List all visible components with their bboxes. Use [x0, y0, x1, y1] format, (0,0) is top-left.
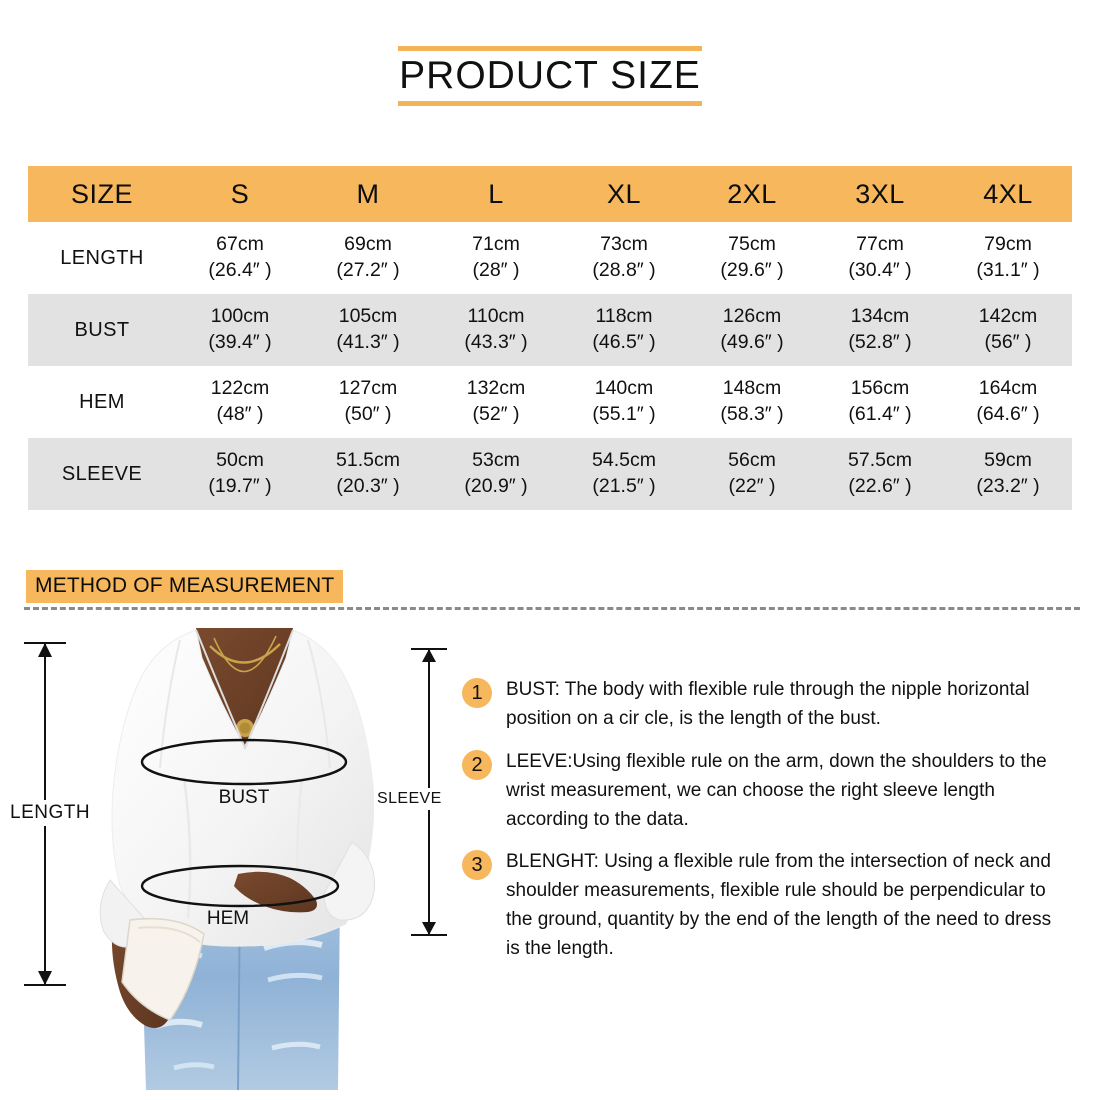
cell-hem-xl: 140cm (55.1″ )	[592, 377, 656, 425]
row-label-bust: BUST	[74, 318, 130, 341]
section-divider	[24, 607, 1080, 610]
cell-sleeve-xl: 54.5cm (21.5″ )	[592, 449, 656, 497]
instruction-number-badge-1: 1	[462, 678, 492, 708]
product-photo: BUST HEM	[88, 628, 398, 1090]
row-label-length: LENGTH	[60, 246, 144, 269]
cell-hem-2xl: 148cm (58.3″ )	[720, 377, 784, 425]
cell-sleeve-4xl: 59cm (23.2″ )	[976, 449, 1040, 497]
cell-hem-s: 122cm (48″ )	[210, 377, 270, 425]
cell-sleeve-s: 50cm (19.7″ )	[208, 449, 272, 497]
cell-sleeve-l: 53cm (20.9″ )	[464, 449, 528, 497]
cell-length-l: 71cm (28″ )	[472, 233, 520, 281]
column-header-s: S	[230, 178, 250, 209]
cell-bust-2xl: 126cm (49.6″ )	[720, 305, 784, 353]
arrow-up-icon	[38, 643, 52, 657]
title-rule-bottom	[398, 101, 702, 106]
table-header-row: SIZE S M L XL 2XL 3XL 4XL	[28, 166, 1072, 222]
cell-sleeve-2xl: 56cm (22″ )	[728, 449, 776, 497]
model-blouse-illustration: BUST HEM	[99, 628, 376, 1090]
row-label-hem: HEM	[79, 390, 125, 413]
cell-length-3xl: 77cm (30.4″ )	[848, 233, 912, 281]
cell-bust-s: 100cm (39.4″ )	[208, 305, 272, 353]
table-row-sleeve: SLEEVE 50cm (19.7″ ) 51.5cm (20.3″ ) 53cm(…	[28, 438, 1072, 510]
column-header-4xl: 4XL	[983, 178, 1033, 209]
instruction-text-3: BLENGHT: Using a flexible rule from the …	[506, 851, 1052, 959]
method-of-measurement-heading: METHOD OF MEASUREMENT	[26, 570, 344, 603]
cell-length-4xl: 79cm (31.1″ )	[976, 233, 1040, 281]
instruction-text-1: BUST: The body with flexible rule throug…	[506, 679, 1030, 729]
cell-bust-xl: 118cm (46.5″ )	[592, 305, 656, 353]
cell-sleeve-3xl: 57.5cm (22.6″ )	[848, 449, 912, 497]
cell-length-s: 67cm (26.4″ )	[208, 233, 272, 281]
column-header-2xl: 2XL	[727, 178, 777, 209]
instruction-item-3: 3 BLENGHT: Using a flexible rule from th…	[462, 848, 1068, 964]
instruction-number-badge-3: 3	[462, 850, 492, 881]
column-header-size: SIZE	[70, 178, 133, 209]
table-row-bust: BUST 100cm (39.4″ ) 105cm (41.3″ ) 110cm (4…	[28, 294, 1072, 366]
sleeve-cap-bottom	[411, 934, 447, 936]
arrow-down-icon	[422, 922, 436, 935]
instruction-text-2: LEEVE:Using flexible rule on the arm, do…	[506, 750, 1047, 830]
cell-hem-3xl: 156cm (61.4″ )	[848, 377, 912, 425]
arrow-down-icon	[38, 971, 52, 985]
column-header-l: L	[488, 178, 504, 209]
length-cap-bottom	[24, 984, 66, 986]
sleeve-diagram-label: SLEEVE	[374, 788, 445, 810]
instruction-item-2: 2 LEEVE:Using flexible rule on the arm, …	[462, 748, 1068, 835]
cell-bust-4xl: 142cm (56″ )	[978, 305, 1038, 353]
cell-hem-l: 132cm (52″ )	[466, 377, 526, 425]
column-header-3xl: 3XL	[855, 178, 905, 209]
cell-bust-3xl: 134cm (52.8″ )	[848, 305, 912, 353]
cell-length-2xl: 75cm (29.6″ )	[720, 233, 784, 281]
cell-length-xl: 73cm (28.8″ )	[592, 233, 656, 281]
measurement-diagram: BUST HEM LENGTH SLEEVE	[0, 620, 460, 1090]
title-rule-top	[398, 46, 702, 51]
hem-diagram-label: HEM	[207, 908, 249, 929]
instruction-item-1: 1 BUST: The body with flexible rule thro…	[462, 676, 1068, 734]
cell-bust-l: 110cm (43.3″ )	[464, 305, 528, 353]
arrow-up-icon	[422, 649, 436, 662]
size-chart-table: SIZE S M L XL 2XL 3XL 4XL LENGTH 67cm (26…	[28, 166, 1072, 510]
measurement-instructions: 1 BUST: The body with flexible rule thro…	[462, 676, 1068, 978]
cell-length-m: 69cm (27.2″ )	[336, 233, 400, 281]
instruction-number-badge-2: 2	[462, 749, 492, 780]
length-diagram-label: LENGTH	[6, 800, 95, 826]
bust-diagram-label: BUST	[219, 787, 270, 808]
cell-sleeve-m: 51.5cm (20.3″ )	[336, 449, 400, 497]
page-title-block: PRODUCT SIZE	[398, 46, 702, 106]
page-title: PRODUCT SIZE	[399, 54, 701, 97]
cell-hem-4xl: 164cm (64.6″ )	[976, 377, 1040, 425]
cell-bust-m: 105cm (41.3″ )	[336, 305, 400, 353]
column-header-xl: XL	[606, 178, 642, 209]
column-header-m: M	[356, 178, 380, 209]
table-row-hem: HEM 122cm (48″ ) 127cm (50″ ) 132cm (52″ ) …	[28, 366, 1072, 438]
cell-hem-m: 127cm (50″ )	[338, 377, 398, 425]
row-label-sleeve: SLEEVE	[61, 462, 143, 485]
table-row-length: LENGTH 67cm (26.4″ ) 69cm (27.2″ ) 71cm (28…	[28, 222, 1072, 294]
